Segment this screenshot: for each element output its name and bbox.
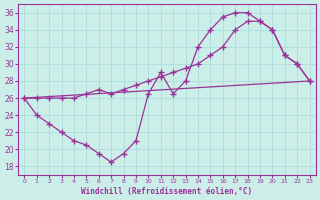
X-axis label: Windchill (Refroidissement éolien,°C): Windchill (Refroidissement éolien,°C): [81, 187, 252, 196]
